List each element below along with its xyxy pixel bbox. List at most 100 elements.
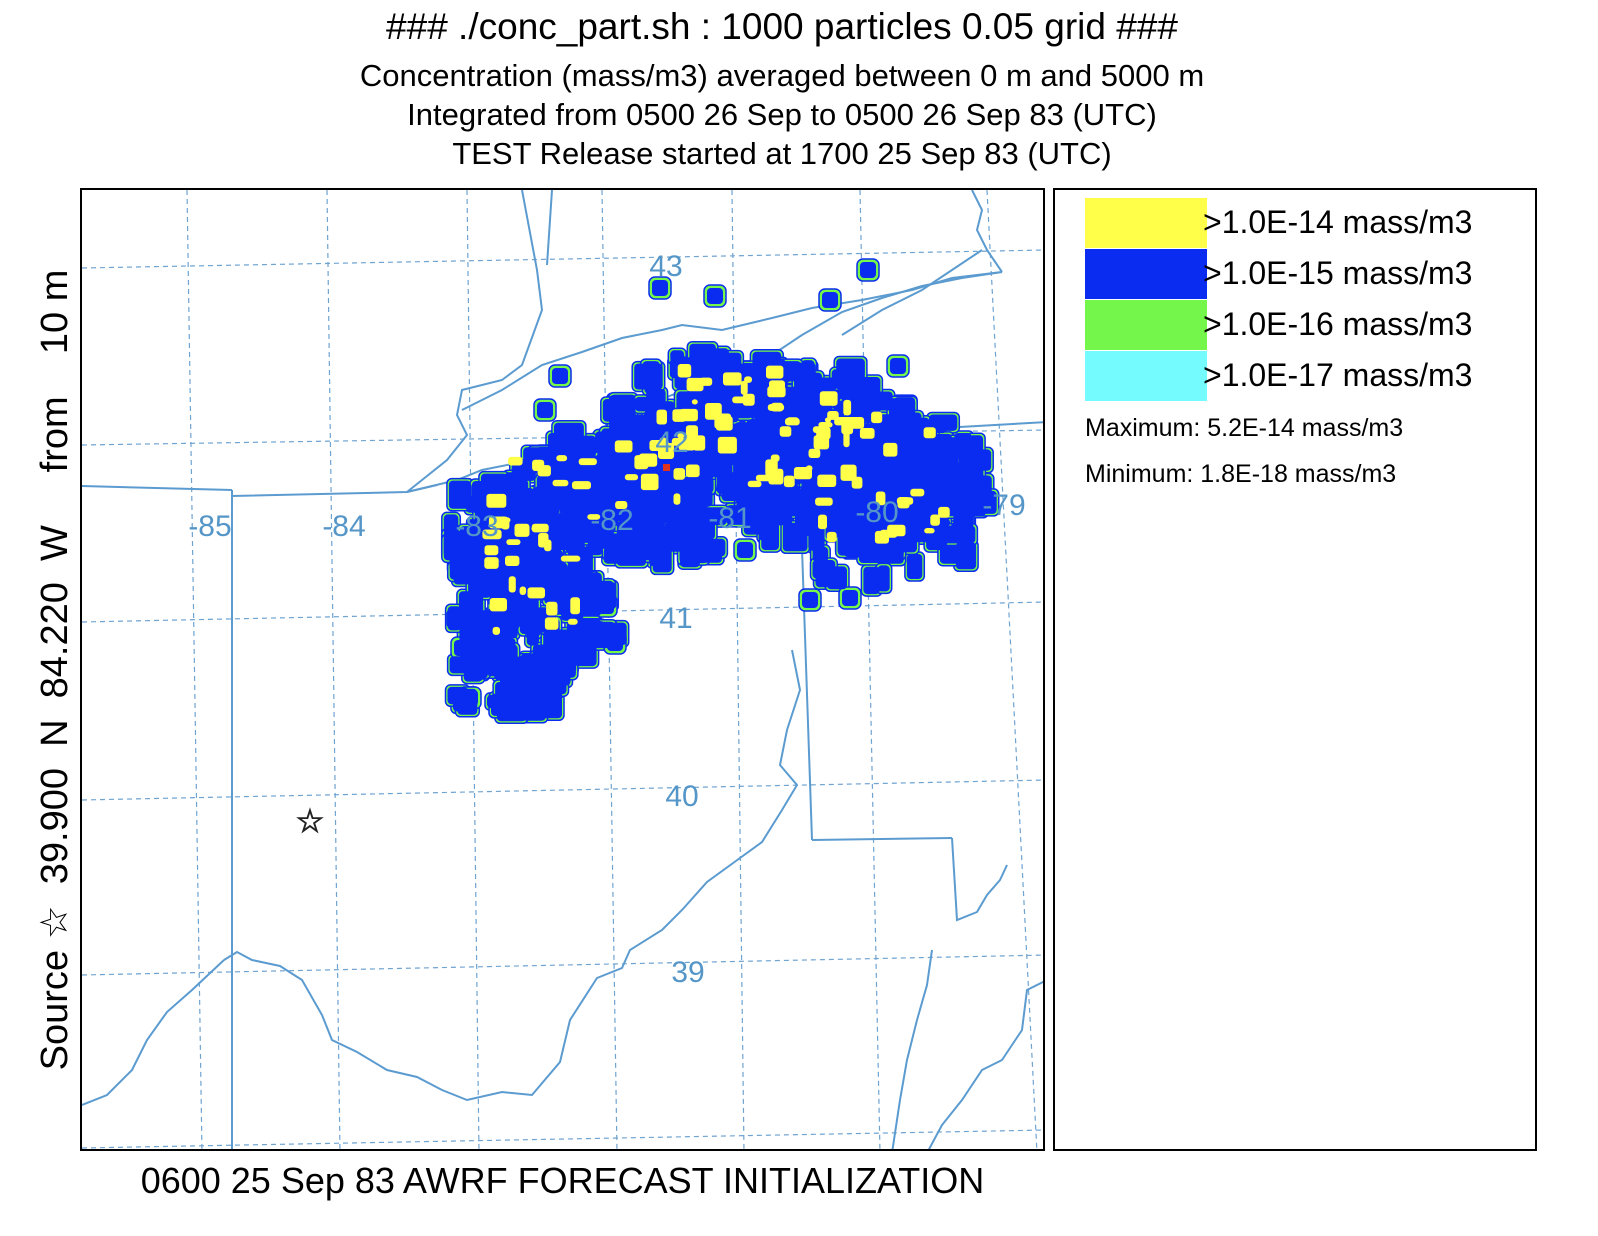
plume-cell [567,618,578,625]
release-subtitle: TEST Release started at 1700 25 Sep 83 (… [452,136,1112,171]
plume-cell [615,501,628,509]
plume-cell [805,465,813,471]
plume-cell [905,444,930,469]
plume-cell [717,436,737,454]
indiana-michigan-line [82,485,233,491]
integration-subtitle: Integrated from 0500 26 Sep to 0500 26 S… [407,97,1157,132]
plume-cell [744,376,752,383]
plume-cell [564,492,594,514]
parallel-41 [82,601,1043,623]
latitude-label: 39 [671,956,704,989]
plume-cell [595,471,618,493]
plume-cell [484,557,499,569]
plume-cell [737,542,753,558]
plume-cell [767,404,785,411]
plume-cell [843,431,850,448]
plume-cell [775,436,792,459]
plume-cell [572,481,591,490]
plume-cell [714,413,732,429]
plume-cell [631,534,655,556]
longitude-label: -79 [982,489,1025,522]
plume-cell [717,474,732,489]
plume-cell [567,546,593,576]
plume-cell [449,656,479,674]
plume-cell [449,611,464,627]
legend-label: >1.0E-17 mass/m3 [1203,357,1473,393]
longitude-label: -80 [855,496,898,529]
plume-cell [843,399,852,416]
plume-cell [619,486,638,501]
parallel-43 [82,249,1043,269]
plume-cell [652,280,668,296]
plume-cell [808,448,821,458]
plume-cell [691,399,698,405]
plume-cell [923,427,936,439]
plume-cell [553,422,584,452]
plume-cell [779,426,792,437]
plume-cell [552,368,568,384]
plume-cell [506,539,521,545]
plume-cell [508,456,523,466]
plume-cell [656,409,667,425]
west-virginia-border [891,949,933,1149]
plume-cell [551,580,581,597]
plume-cell [677,364,692,378]
ohio-river-lower [82,959,225,1106]
plume-cell [851,476,863,489]
plume-cell [890,358,906,374]
maryland-panhandle [951,837,1008,922]
plume-cell [788,433,810,455]
plume-cell [812,546,829,563]
plume-cell [527,613,541,637]
legend-label: >1.0E-16 mass/m3 [1203,306,1473,342]
plume-cell [943,525,967,538]
plume-cell [837,530,859,556]
plume-cell [782,522,808,552]
plume-cell [519,667,542,680]
plume-cell [635,396,660,412]
plume-cell [842,590,858,606]
plume-cell [656,458,675,484]
plume-cell [598,598,614,614]
plume-cell [545,548,562,570]
plume-cell [658,443,675,459]
plume-cell [871,411,883,424]
plume-cell [692,435,706,451]
plume-cell [673,468,685,480]
plume-cell [488,516,508,529]
plume-cell [459,526,486,543]
ohio-river [223,649,802,1102]
plume-cell [537,487,561,502]
latitude-label: 41 [659,602,692,635]
plume-cell [596,452,617,472]
legend-swatch [1085,300,1207,350]
plume-cell [755,474,776,482]
plume-cell [877,565,890,592]
plume-cell [539,666,567,695]
plume-cell [786,417,799,425]
plume-cell [733,456,750,480]
plume-cell [835,501,853,530]
plume-cell [640,473,659,491]
plume-cell [874,530,889,544]
maximum-value: Maximum: 5.2E-14 mass/m3 [1085,414,1404,442]
meridian-85 [186,190,203,1149]
virginia-line [928,980,1043,1149]
latitude-label: 43 [649,250,682,283]
source-location-label: Source ☆ 39.900 N 84.220 W from 10 m [34,269,76,1071]
plume-cell [492,626,500,635]
forecast-footer: 0600 25 Sep 83 AWRF FORECAST INITIALIZAT… [140,1160,985,1201]
plume-cell [580,435,596,460]
legend-label: >1.0E-14 mass/m3 [1203,204,1473,240]
plume-cell [462,626,484,640]
plume-cell [893,412,922,428]
star-icon: ☆ [296,803,325,839]
plume-cell [910,488,925,497]
plume-cell [816,427,831,440]
plume-cell [680,515,697,534]
map-panel: -85 -84 -83 -82 -81 -80 -79 43 42 41 40 39 ☆ [80,188,1045,1151]
plume-cell [542,500,559,529]
plume-cell [777,503,801,517]
plume-cell [928,414,958,431]
latitude-label: 42 [655,426,688,459]
